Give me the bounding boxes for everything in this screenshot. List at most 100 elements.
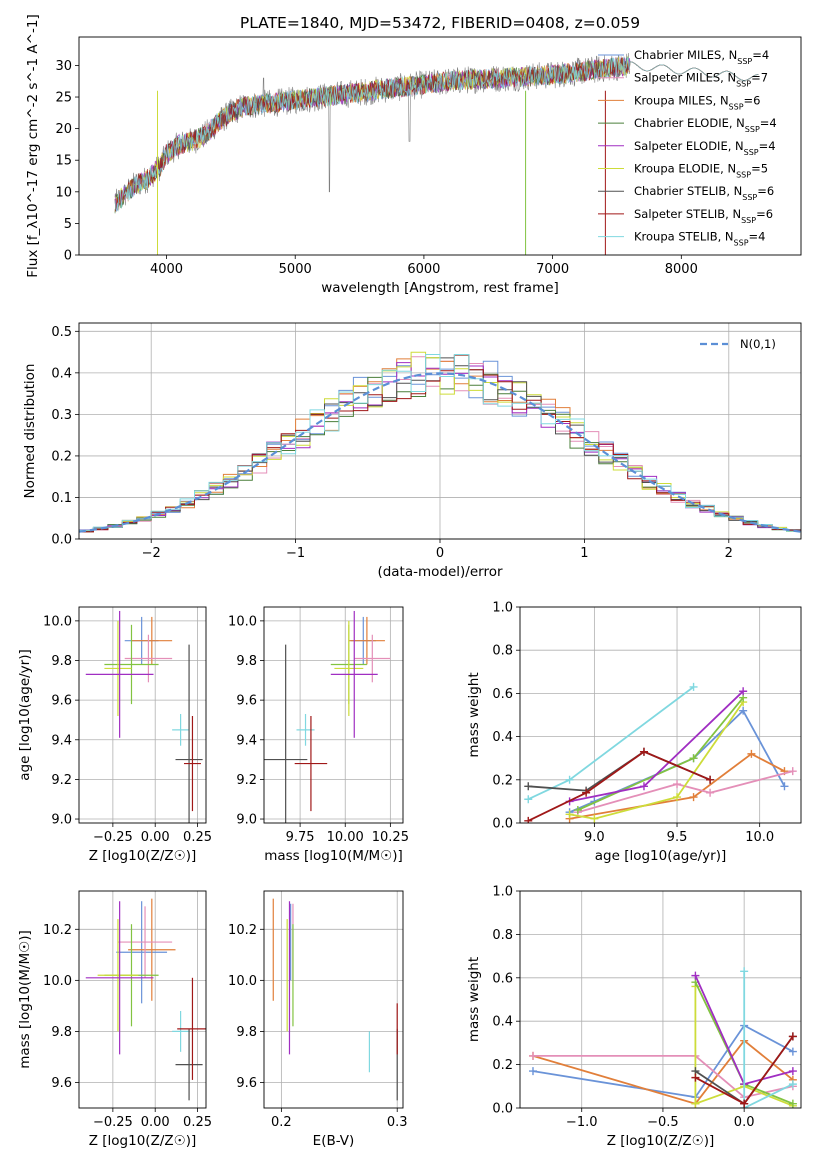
y-tick-label: 0.8 xyxy=(492,928,513,943)
plot-area xyxy=(264,610,391,823)
weight-marker xyxy=(524,782,533,791)
plot-area xyxy=(272,898,398,1101)
gridlines xyxy=(79,607,206,823)
legend-label: Chabrier STELIB, NSSP=6 xyxy=(634,184,774,202)
y-axis-label: Flux [f_λ10^-17 erg cm^-2 s^-1 A^-1] xyxy=(25,14,41,277)
weight-marker xyxy=(788,1067,797,1076)
axes-frame xyxy=(78,36,802,256)
weight-marker xyxy=(747,749,756,758)
weight-marker xyxy=(691,1099,700,1108)
y-tick-label: 0.6 xyxy=(492,971,513,986)
plot-area xyxy=(85,610,203,823)
weight-line xyxy=(532,1024,794,1099)
chart-age-Z: −0.25 0.00 0.25 9.0 9.2 9.4 9.6 9.8 10.0 Z [log10… xyxy=(17,606,212,864)
x-tick-label: −0.5 xyxy=(647,1115,679,1130)
y-tick-label: 9.8 xyxy=(236,654,257,669)
x-tick-label: 4000 xyxy=(150,262,183,277)
x-tick-label: 10.0 xyxy=(745,830,774,845)
y-tick-label: 25 xyxy=(55,91,72,106)
y-axis-label: Normed distribution xyxy=(22,364,38,499)
y-tick-label: 10.2 xyxy=(228,923,257,938)
x-tick-label: −1.0 xyxy=(566,1115,598,1130)
y-tick-label: 0.4 xyxy=(51,366,72,381)
y-tick-label: 9.2 xyxy=(51,773,72,788)
legend-label: Kroupa ELODIE, NSSP=5 xyxy=(634,162,768,180)
weight-marker xyxy=(524,795,533,804)
x-tick-label: −1 xyxy=(286,546,305,561)
x-tick-label: 5000 xyxy=(279,262,312,277)
x-tick-label: 6000 xyxy=(407,262,440,277)
weight-marker xyxy=(788,1099,797,1108)
gridlines xyxy=(520,606,801,824)
y-tick-label: 9.6 xyxy=(236,694,257,709)
x-tick-label: 9.75 xyxy=(286,830,315,845)
y-tick-label: 10.0 xyxy=(228,974,257,989)
y-tick-label: 30 xyxy=(55,59,72,74)
plot-area xyxy=(524,682,797,823)
weight-line xyxy=(533,1055,794,1099)
weight-marker xyxy=(788,1032,797,1041)
chart-mass-EBV: 0.2 0.3 9.6 9.8 10.0 10.2 E(B-V) xyxy=(228,890,408,1149)
weight-marker xyxy=(689,682,698,691)
plot-area xyxy=(528,967,797,1108)
y-tick-label: 10.2 xyxy=(43,923,72,938)
x-tick-label: 0.25 xyxy=(183,1115,212,1130)
weight-line xyxy=(527,750,711,822)
y-axis-label: mass weight xyxy=(466,672,482,757)
weight-marker xyxy=(788,1080,797,1089)
y-tick-label: 10 xyxy=(55,185,72,200)
y-tick-label: 0.4 xyxy=(492,730,513,745)
chart-spectrum: 4000 5000 6000 7000 8000 0 5 10 15 20 25 30 waveleng… xyxy=(25,14,802,296)
y-tick-label: 9.8 xyxy=(51,1025,72,1040)
weight-line xyxy=(577,770,793,814)
weight-marker xyxy=(524,816,533,823)
weight-line xyxy=(743,971,794,1108)
x-tick-label: 0.3 xyxy=(387,1115,408,1130)
x-axis-label: Z [log10(Z/Z☉)] xyxy=(89,848,197,864)
y-tick-label: 10.0 xyxy=(43,614,72,629)
legend-label: Salpeter MILES, NSSP=7 xyxy=(634,71,768,89)
x-axis-label: Z [log10(Z/Z☉)] xyxy=(607,1133,715,1149)
chart-weight-Z: −1.0 −0.5 0.0 0.0 0.2 0.4 0.6 0.8 1.0 Z [log10(Z/… xyxy=(466,885,802,1149)
legend-label: Kroupa MILES, NSSP=6 xyxy=(634,93,760,111)
x-tick-label: −0.25 xyxy=(93,830,133,845)
weight-line xyxy=(569,752,785,820)
gridlines xyxy=(264,607,403,823)
chart-title: PLATE=1840, MJD=53472, FIBERID=0408, z=0… xyxy=(240,14,640,32)
weight-marker xyxy=(739,706,748,715)
y-tick-label: 9.0 xyxy=(236,813,257,828)
weight-marker xyxy=(639,747,648,756)
y-axis-label: age [log10(age/yr)] xyxy=(17,649,33,781)
legend-label: Salpeter STELIB, NSSP=6 xyxy=(634,207,773,225)
axes-frame xyxy=(263,606,404,824)
plot-area xyxy=(85,898,206,1101)
y-tick-label: 20 xyxy=(55,122,72,137)
y-tick-label: 1.0 xyxy=(492,885,513,900)
x-tick-label: 10.25 xyxy=(372,830,409,845)
chart-weight-age: 9.0 9.5 10.0 0.0 0.2 0.4 0.6 0.8 1.0 age [log10(a… xyxy=(466,601,802,864)
x-axis-label: Z [log10(Z/Z☉)] xyxy=(89,1133,197,1149)
axes-frame xyxy=(78,322,802,540)
y-tick-label: 9.6 xyxy=(51,1076,72,1091)
weight-marker xyxy=(739,687,748,696)
legend-label: Kroupa STELIB, NSSP=4 xyxy=(634,230,765,248)
x-tick-label: 0.00 xyxy=(141,830,170,845)
weight-line xyxy=(532,1039,794,1105)
y-tick-label: 9.4 xyxy=(51,733,72,748)
chart-residuals: −2 −1 0 1 2 0.0 0.1 0.2 0.3 0.4 0.5 (data-model)/er… xyxy=(22,322,802,580)
x-tick-label: 0.0 xyxy=(734,1115,755,1130)
x-tick-label: 8000 xyxy=(665,262,698,277)
weight-marker xyxy=(590,814,599,823)
plot-area xyxy=(79,351,801,533)
x-axis-label: age [log10(age/yr)] xyxy=(595,848,727,864)
weight-marker xyxy=(565,810,574,819)
weight-marker xyxy=(582,788,591,797)
x-tick-label: −2 xyxy=(142,546,161,561)
x-tick-label: 0 xyxy=(436,546,444,561)
axes-frame xyxy=(519,890,802,1109)
y-tick-label: 15 xyxy=(55,154,72,169)
weight-marker xyxy=(788,767,797,776)
weight-marker xyxy=(740,1099,749,1108)
axes-frame xyxy=(263,890,404,1109)
weight-marker xyxy=(565,775,574,784)
